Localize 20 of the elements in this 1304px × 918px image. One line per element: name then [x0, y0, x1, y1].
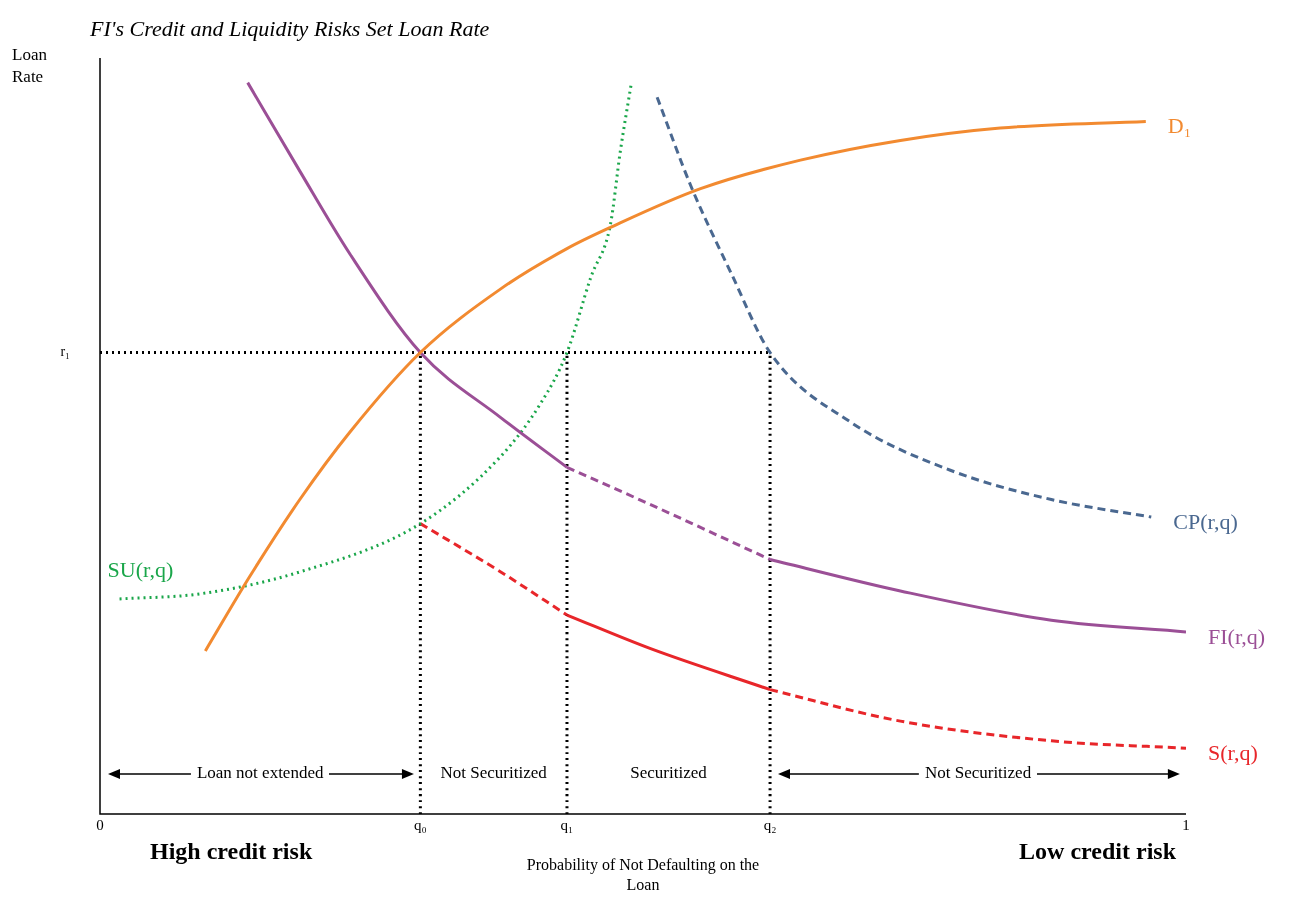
x-tick-label: q₂ — [763, 816, 777, 833]
y-axis-title: Loan Rate — [12, 45, 48, 86]
annotation: Loan not extended — [196, 763, 324, 783]
x-tick-label: q₀ — [414, 816, 427, 833]
series-label: SU(r,q) — [107, 556, 174, 582]
series-label: CP(r,q) — [1173, 508, 1238, 534]
x-tick-label: q₁ — [560, 816, 574, 833]
x-axis-title: Probability of Not Defaulting on the Loan — [526, 856, 760, 893]
text: Low credit risk — [1019, 838, 1177, 864]
annotation: r₁ — [60, 344, 70, 360]
annotation: Securitized — [630, 763, 708, 783]
x-tick-label: 0 — [96, 816, 104, 833]
series-label: FI(r,q) — [1208, 623, 1266, 649]
annotation: Not Securitized — [440, 763, 548, 783]
annotation: Not Securitized — [924, 763, 1032, 783]
chart-title: FI's Credit and Liquidity Risks Set Loan Rate — [89, 16, 490, 41]
x-tick-label: 1 — [1182, 816, 1190, 833]
series-label: S(r,q) — [1208, 739, 1258, 765]
text: High credit risk — [150, 838, 313, 864]
series-label: D₁ — [1167, 113, 1192, 139]
